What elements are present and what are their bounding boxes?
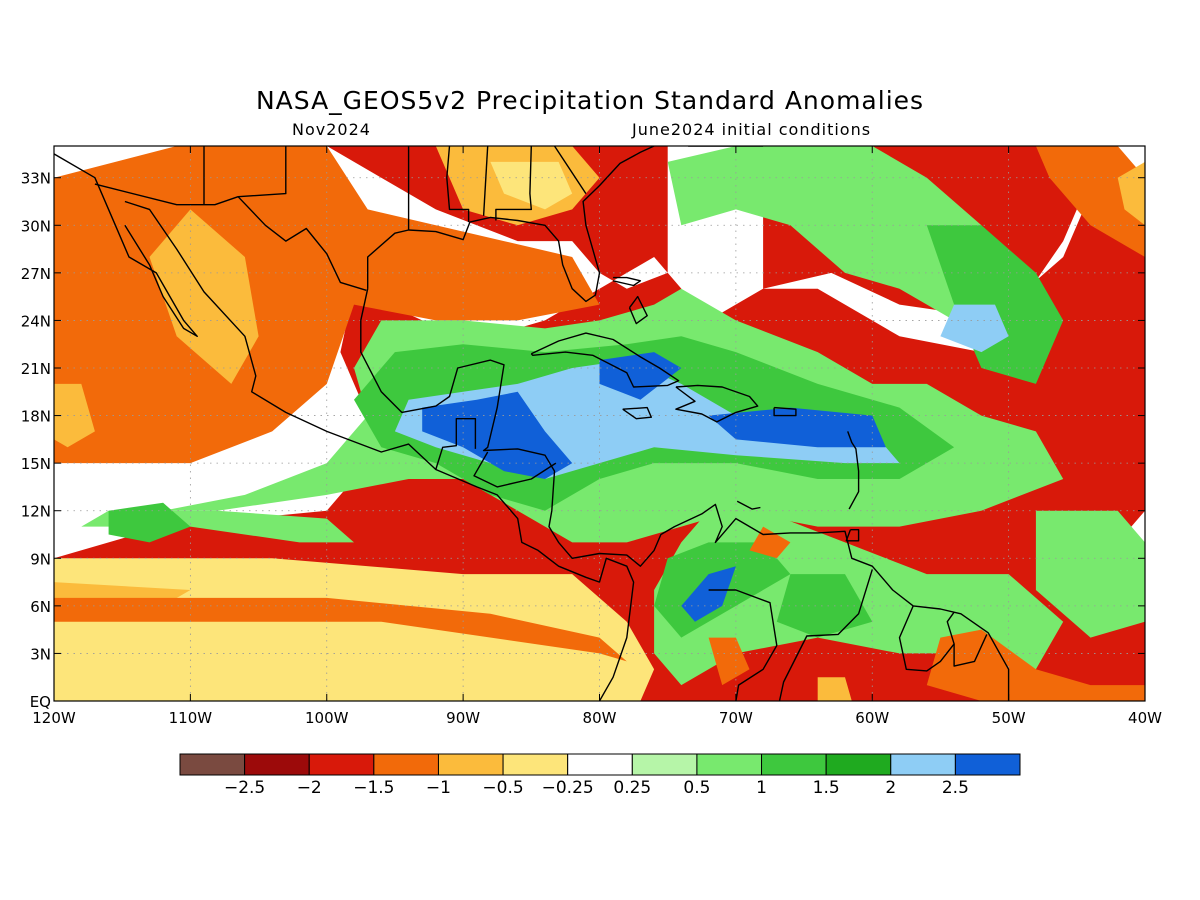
- lat-tick-label: 18N: [21, 408, 51, 426]
- anomaly-region-9: [490, 161, 573, 210]
- colorbar-label: −2: [297, 778, 322, 798]
- anomaly-region-31: [708, 637, 750, 686]
- anomaly-region-22: [667, 146, 1009, 321]
- colorbar-label: 0.5: [683, 778, 710, 798]
- lon-tick-label: 120W: [32, 709, 76, 727]
- coastline-2: [360, 288, 1010, 701]
- coastline-11: [612, 276, 642, 287]
- colorbar-swatch: [308, 753, 375, 776]
- colorbar-label: 0.25: [613, 778, 651, 798]
- coastline-layer: [54, 146, 1010, 701]
- anomaly-region-30: [749, 526, 791, 559]
- anomaly-fill-layer: [54, 146, 1145, 701]
- colorbar-label: −0.25: [542, 778, 594, 798]
- colorbar-label: 1: [756, 778, 767, 798]
- lat-tick-label: EQ: [30, 693, 51, 711]
- coastline-1: [124, 200, 635, 701]
- anomaly-region-19: [776, 574, 873, 638]
- anomaly-region-21: [108, 502, 191, 543]
- coastline-12: [736, 500, 761, 510]
- coastline-20: [94, 183, 367, 291]
- coastline-10: [628, 295, 648, 325]
- coastline-3: [367, 146, 655, 303]
- coastline-4: [530, 332, 680, 388]
- colorbar-label: 2: [885, 778, 896, 798]
- anomaly-region-7: [54, 597, 627, 662]
- anomaly-region-3: [149, 209, 259, 384]
- lon-tick-label: 50W: [992, 709, 1026, 727]
- lon-tick-label: 90W: [446, 709, 480, 727]
- lat-tick-label: 15N: [21, 455, 51, 473]
- anomaly-region-13: [422, 391, 573, 479]
- valid-month-label: Nov2024: [292, 120, 371, 139]
- map-title: NASA_GEOS5v2 Precipitation Standard Anom…: [255, 86, 925, 115]
- colorbar-swatch: [179, 753, 246, 776]
- anomaly-region-14: [599, 352, 682, 400]
- colorbar-label: −2.5: [224, 778, 265, 798]
- coastline-0: [54, 153, 198, 337]
- colorbar-swatch: [567, 753, 633, 776]
- colorbar-label: −0.5: [482, 778, 523, 798]
- coastline-25: [482, 146, 489, 216]
- coastline-14: [778, 569, 873, 701]
- anomaly-region-24: [940, 304, 1009, 353]
- coastline-7: [773, 406, 797, 417]
- colorbar-label: −1: [426, 778, 451, 798]
- lat-tick-label: 27N: [21, 265, 51, 283]
- lon-tick-label: 100W: [305, 709, 349, 727]
- coastline-17: [953, 634, 988, 667]
- anomaly-region-5: [54, 558, 655, 701]
- colorbar-swatch: [825, 753, 892, 776]
- coastline-26: [495, 146, 532, 221]
- coastline-9: [847, 431, 860, 510]
- lon-tick-label: 60W: [855, 709, 889, 727]
- coastline-5: [675, 384, 759, 423]
- coastline-24: [446, 146, 470, 223]
- colorbar-label: 2.5: [942, 778, 969, 798]
- colorbar-label: −1.5: [353, 778, 394, 798]
- lon-tick-label: 80W: [583, 709, 617, 727]
- lon-tick-label: 70W: [719, 709, 753, 727]
- coastline-18: [473, 451, 557, 488]
- colorbar-swatch: [761, 753, 827, 776]
- colorbar-swatch: [696, 753, 763, 776]
- coastline-19: [435, 418, 477, 470]
- colorbar: −2.5 −2 −1.5 −1 −0.5 −0.25 0.25 0.5 1 1.5 2 2.5: [179, 753, 1021, 798]
- initial-conditions-label: June2024 initial conditions: [632, 120, 872, 139]
- colorbar-swatch: [502, 753, 569, 776]
- lat-tick-label: 6N: [30, 598, 51, 616]
- anomaly-region-29: [817, 677, 852, 701]
- lat-tick-label: 21N: [21, 360, 51, 378]
- coastline-21: [238, 146, 287, 198]
- lon-tick-label: 40W: [1128, 709, 1162, 727]
- colorbar-swatch: [631, 753, 698, 776]
- coastline-15: [708, 589, 778, 701]
- coastline-16: [898, 605, 955, 672]
- anomaly-region-15: [708, 407, 886, 448]
- lat-tick-label: 3N: [30, 645, 51, 663]
- anomaly-region-26: [1035, 146, 1145, 257]
- colorbar-swatch: [244, 753, 310, 776]
- colorbar-swatch: [954, 753, 1021, 776]
- lat-tick-label: 9N: [30, 550, 51, 568]
- lat-tick-label: 30N: [21, 217, 51, 235]
- colorbar-swatch: [890, 753, 956, 776]
- anomaly-region-25: [1035, 510, 1145, 638]
- colorbar-swatch: [437, 753, 504, 776]
- coastline-6: [622, 406, 652, 420]
- axis-ticks: 120W 110W 100W 90W 80W 70W 60W 50W 40W EQ 3N 6N 9N 12…: [21, 146, 1162, 727]
- map-plot-area: [54, 146, 1145, 701]
- coastline-27: [553, 146, 587, 194]
- lat-tick-label: 12N: [21, 503, 51, 521]
- colorbar-swatch: [373, 753, 439, 776]
- lat-tick-label: 33N: [21, 170, 51, 188]
- lon-tick-label: 110W: [169, 709, 213, 727]
- coastline-13: [845, 529, 860, 542]
- lat-tick-label: 24N: [21, 312, 51, 330]
- anomaly-region-18: [681, 566, 736, 622]
- colorbar-label: 1.5: [813, 778, 840, 798]
